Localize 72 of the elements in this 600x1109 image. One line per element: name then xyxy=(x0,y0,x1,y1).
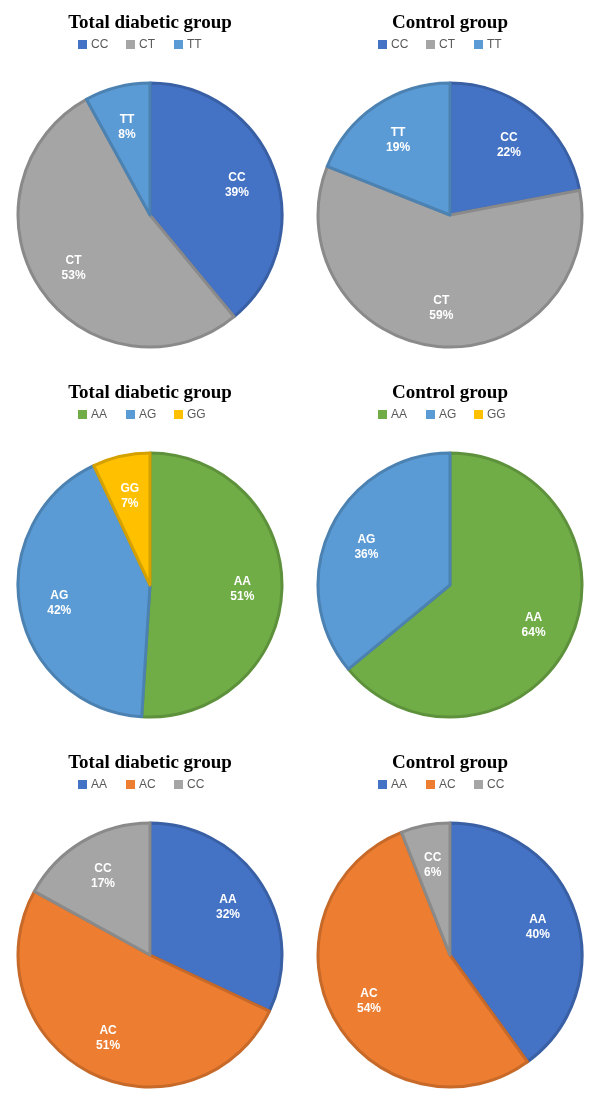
slice-label: CC xyxy=(500,129,518,144)
data-label: 42% xyxy=(47,603,72,618)
slice-label: CT xyxy=(433,292,450,307)
data-label: 64% xyxy=(521,625,546,640)
slice-label: AA xyxy=(529,912,547,927)
data-label: 53% xyxy=(61,267,86,282)
pie-slice xyxy=(148,821,284,1013)
legend-label: AG xyxy=(439,407,457,421)
data-label: 39% xyxy=(224,184,250,199)
chart-title: Control group xyxy=(392,11,508,32)
slice-label: CC xyxy=(94,861,112,876)
slice-label: AG xyxy=(357,531,376,546)
pie-slice xyxy=(346,451,584,719)
data-label: 22% xyxy=(496,144,522,159)
data-label: 32% xyxy=(216,906,241,921)
slice-label: AC xyxy=(99,1023,118,1038)
legend-label: CC xyxy=(187,777,205,791)
data-label: 36% xyxy=(354,546,379,561)
slice-label: AA xyxy=(524,610,543,625)
chart-title: Total diabetic group xyxy=(68,381,232,402)
data-label: 8% xyxy=(118,126,137,141)
chart-title: Total diabetic group xyxy=(68,11,232,32)
slice-label: CT xyxy=(65,252,83,267)
pie-slice xyxy=(140,451,284,719)
legend-label: AA xyxy=(391,777,408,791)
pie-slice xyxy=(148,81,284,319)
data-label: 51% xyxy=(230,588,255,603)
legend-label: CC xyxy=(91,37,109,51)
pie-slice xyxy=(448,821,584,1064)
chart-title: Total diabetic group xyxy=(68,751,232,772)
legend-label: AC xyxy=(439,777,456,791)
data-label: 17% xyxy=(90,876,116,891)
slice-label: TT xyxy=(119,111,136,126)
legend-label: AG xyxy=(139,407,157,421)
chart-title: Control group xyxy=(392,751,508,772)
pie-slice xyxy=(316,164,584,349)
legend-label: GG xyxy=(487,407,506,421)
chart-title: Control group xyxy=(392,381,508,402)
pie-slice xyxy=(32,821,152,957)
data-label: 54% xyxy=(357,1000,382,1015)
legend-label: CC xyxy=(391,37,409,51)
legend-label: AA xyxy=(91,407,108,421)
data-label: 19% xyxy=(386,139,411,154)
data-label: 51% xyxy=(96,1038,121,1053)
legend-label: AC xyxy=(139,777,156,791)
pie-slice xyxy=(92,451,152,587)
legend-label: CT xyxy=(139,37,156,51)
slice-label: AA xyxy=(233,573,252,588)
data-label: 59% xyxy=(429,307,454,322)
pie-slice xyxy=(316,451,452,671)
pie-slice xyxy=(16,889,271,1089)
slice-label: CC xyxy=(424,850,442,865)
legend-label: AA xyxy=(91,777,108,791)
legend-label: CC xyxy=(487,777,505,791)
slice-label: CC xyxy=(228,169,246,184)
pie-slice xyxy=(84,81,152,217)
pie-slice xyxy=(399,821,452,957)
legend-label: GG xyxy=(187,407,206,421)
slice-label: AC xyxy=(360,985,379,1000)
data-label: 6% xyxy=(424,865,442,880)
data-label: 7% xyxy=(121,495,139,510)
pie-slice xyxy=(325,81,452,217)
slice-label: AG xyxy=(50,588,69,603)
slice-label: GG xyxy=(120,480,140,495)
data-label: 40% xyxy=(525,927,551,942)
legend-label: CT xyxy=(439,37,456,51)
slice-label: TT xyxy=(390,124,407,139)
slice-label: AA xyxy=(219,891,238,906)
legend-label: TT xyxy=(187,37,203,51)
legend-label: TT xyxy=(487,37,503,51)
legend-label: AA xyxy=(391,407,408,421)
pie-slice xyxy=(16,464,152,719)
